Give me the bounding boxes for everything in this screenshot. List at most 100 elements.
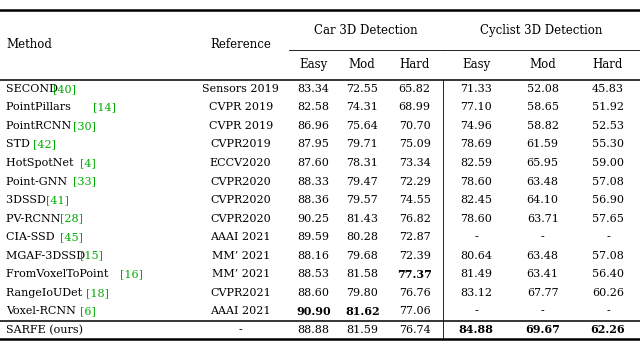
Text: PointPillars: PointPillars: [6, 102, 75, 112]
Text: FromVoxelToPoint: FromVoxelToPoint: [6, 269, 112, 279]
Text: [41]: [41]: [46, 195, 69, 205]
Text: 80.64: 80.64: [460, 251, 492, 261]
Text: [40]: [40]: [53, 84, 76, 94]
Text: CVPR2020: CVPR2020: [211, 176, 271, 186]
Text: 88.33: 88.33: [298, 176, 330, 186]
Text: 3DSSD: 3DSSD: [6, 195, 50, 205]
Text: Car 3D Detection: Car 3D Detection: [314, 24, 418, 37]
Text: 72.55: 72.55: [346, 84, 378, 94]
Text: CVPR2020: CVPR2020: [211, 213, 271, 224]
Text: 58.82: 58.82: [527, 121, 559, 131]
Text: 68.99: 68.99: [399, 102, 431, 112]
Text: PV-RCNN: PV-RCNN: [6, 213, 65, 224]
Text: 65.82: 65.82: [399, 84, 431, 94]
Text: -: -: [606, 232, 610, 242]
Text: 84.88: 84.88: [459, 324, 493, 335]
Text: 71.33: 71.33: [460, 84, 492, 94]
Text: 57.65: 57.65: [592, 213, 624, 224]
Text: 61.59: 61.59: [527, 139, 559, 149]
Text: Mod: Mod: [529, 58, 556, 71]
Text: -: -: [541, 306, 545, 316]
Text: 90.90: 90.90: [296, 306, 331, 317]
Text: 57.08: 57.08: [592, 251, 624, 261]
Text: 87.95: 87.95: [298, 139, 330, 149]
Text: Mod: Mod: [349, 58, 376, 71]
Text: 88.36: 88.36: [298, 195, 330, 205]
Text: [18]: [18]: [86, 288, 109, 298]
Text: 77.37: 77.37: [397, 269, 432, 280]
Text: Point-GNN: Point-GNN: [6, 176, 71, 186]
Text: 79.68: 79.68: [346, 251, 378, 261]
Text: ECCV2020: ECCV2020: [210, 158, 271, 168]
Text: 81.62: 81.62: [345, 306, 380, 317]
Text: 82.59: 82.59: [460, 158, 492, 168]
Text: 78.69: 78.69: [460, 139, 492, 149]
Text: [33]: [33]: [73, 176, 96, 186]
Text: 63.71: 63.71: [527, 213, 559, 224]
Text: [30]: [30]: [73, 121, 96, 131]
Text: 88.53: 88.53: [298, 269, 330, 279]
Text: AAAI 2021: AAAI 2021: [211, 232, 271, 242]
Text: 83.34: 83.34: [298, 84, 330, 94]
Text: CVPR2020: CVPR2020: [211, 195, 271, 205]
Text: STD: STD: [6, 139, 34, 149]
Text: 73.34: 73.34: [399, 158, 431, 168]
Text: Sensors 2019: Sensors 2019: [202, 84, 279, 94]
Text: CVPR 2019: CVPR 2019: [209, 102, 273, 112]
Text: 45.83: 45.83: [592, 84, 624, 94]
Text: 70.70: 70.70: [399, 121, 431, 131]
Text: 82.45: 82.45: [460, 195, 492, 205]
Text: 63.48: 63.48: [527, 251, 559, 261]
Text: 88.88: 88.88: [298, 325, 330, 335]
Text: 51.92: 51.92: [592, 102, 624, 112]
Text: [6]: [6]: [80, 306, 95, 316]
Text: [14]: [14]: [93, 102, 116, 112]
Text: 80.28: 80.28: [346, 232, 378, 242]
Text: RangeIoUDet: RangeIoUDet: [6, 288, 86, 298]
Text: 83.12: 83.12: [460, 288, 492, 298]
Text: 69.67: 69.67: [525, 324, 560, 335]
Text: [42]: [42]: [33, 139, 56, 149]
Text: 88.60: 88.60: [298, 288, 330, 298]
Text: SARFE (ours): SARFE (ours): [6, 325, 83, 335]
Text: 56.90: 56.90: [592, 195, 624, 205]
Text: 58.65: 58.65: [527, 102, 559, 112]
Text: -: -: [541, 232, 545, 242]
Text: Voxel-RCNN: Voxel-RCNN: [6, 306, 80, 316]
Text: [45]: [45]: [60, 232, 83, 242]
Text: Hard: Hard: [593, 58, 623, 71]
Text: [15]: [15]: [80, 251, 103, 261]
Text: AAAI 2021: AAAI 2021: [211, 306, 271, 316]
Text: 86.96: 86.96: [298, 121, 330, 131]
Text: 52.53: 52.53: [592, 121, 624, 131]
Text: [16]: [16]: [120, 269, 143, 279]
Text: MM’ 2021: MM’ 2021: [211, 251, 270, 261]
Text: [28]: [28]: [60, 213, 83, 224]
Text: 81.59: 81.59: [346, 325, 378, 335]
Text: 88.16: 88.16: [298, 251, 330, 261]
Text: 81.49: 81.49: [460, 269, 492, 279]
Text: 74.55: 74.55: [399, 195, 431, 205]
Text: -: -: [474, 232, 478, 242]
Text: 74.96: 74.96: [460, 121, 492, 131]
Text: MM’ 2021: MM’ 2021: [211, 269, 270, 279]
Text: 74.31: 74.31: [346, 102, 378, 112]
Text: 76.82: 76.82: [399, 213, 431, 224]
Text: 79.57: 79.57: [346, 195, 378, 205]
Text: 55.30: 55.30: [592, 139, 624, 149]
Text: 78.31: 78.31: [346, 158, 378, 168]
Text: CIA-SSD: CIA-SSD: [6, 232, 58, 242]
Text: 77.06: 77.06: [399, 306, 431, 316]
Text: 79.71: 79.71: [346, 139, 378, 149]
Text: 72.39: 72.39: [399, 251, 431, 261]
Text: CVPR2021: CVPR2021: [211, 288, 271, 298]
Text: Method: Method: [6, 38, 52, 52]
Text: MGAF-3DSSD: MGAF-3DSSD: [6, 251, 89, 261]
Text: CVPR 2019: CVPR 2019: [209, 121, 273, 131]
Text: 63.41: 63.41: [527, 269, 559, 279]
Text: 62.26: 62.26: [591, 324, 625, 335]
Text: 82.58: 82.58: [298, 102, 330, 112]
Text: 79.80: 79.80: [346, 288, 378, 298]
Text: -: -: [474, 306, 478, 316]
Text: 60.26: 60.26: [592, 288, 624, 298]
